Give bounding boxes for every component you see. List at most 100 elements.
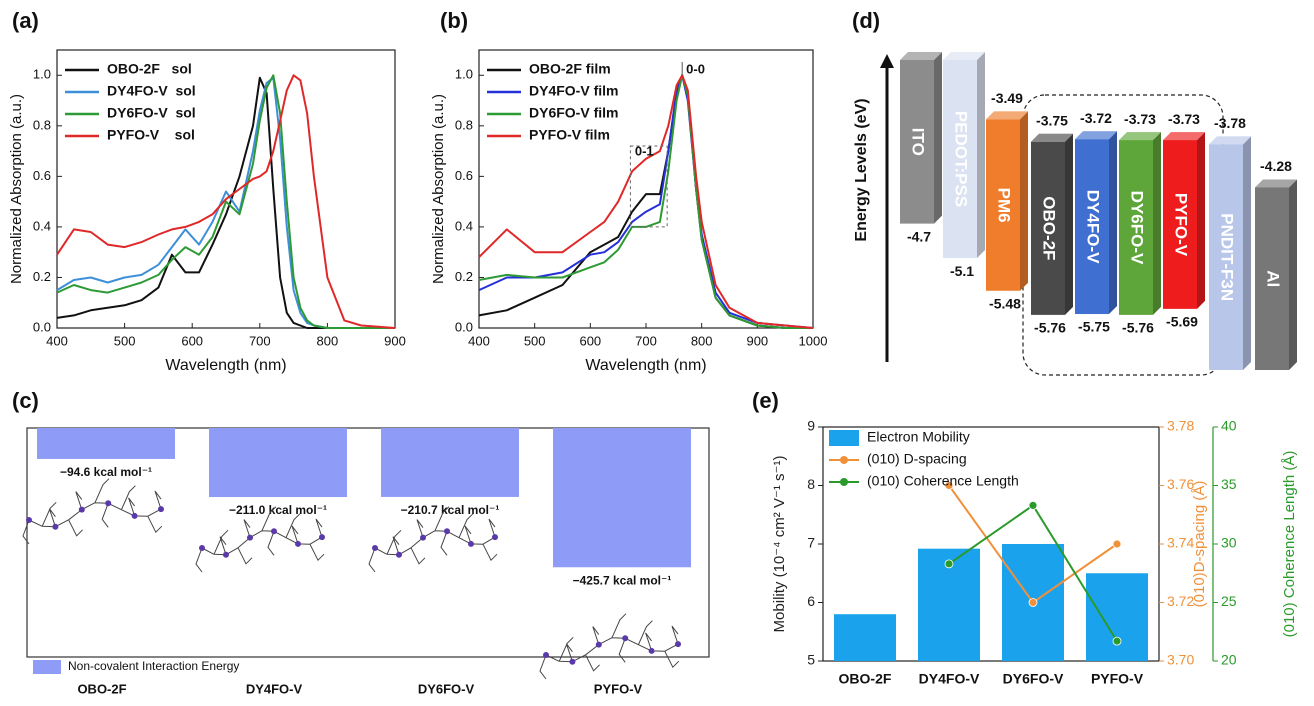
bar xyxy=(553,428,691,568)
level-label: -3.75 xyxy=(1036,113,1068,129)
x-axis-title: Wavelength (nm) xyxy=(165,357,286,374)
point xyxy=(944,481,954,490)
bar-top xyxy=(1075,131,1117,140)
spectrum-line xyxy=(478,74,813,329)
bar-side-shade xyxy=(1109,131,1117,315)
point xyxy=(1028,598,1038,607)
molecule-atom xyxy=(543,652,549,658)
bar-top-shade xyxy=(1075,131,1117,140)
axis-title: Mobility (10⁻⁴ cm² V⁻¹ s⁻¹) xyxy=(771,456,788,633)
bar xyxy=(834,614,896,661)
x-tick-label: 900 xyxy=(384,333,406,348)
level-label: -4.7 xyxy=(907,228,931,244)
molecule-atom xyxy=(158,506,164,513)
bar-top xyxy=(1255,179,1297,188)
bar-side xyxy=(1197,132,1205,309)
y-tick-label: 0.0 xyxy=(33,319,51,334)
y2-tick-label: 3.72 xyxy=(1167,593,1194,609)
bar-top-shade xyxy=(1163,132,1205,141)
energy-arrowhead xyxy=(880,54,894,68)
panel-label: (a) xyxy=(12,8,39,33)
y-tick-label: 0.6 xyxy=(455,168,473,183)
x-tick-label: 1000 xyxy=(799,333,828,348)
x-tick-label: 500 xyxy=(524,333,546,348)
material-label: PM6 xyxy=(995,188,1014,223)
point xyxy=(1028,500,1038,510)
molecule-atom xyxy=(444,528,450,535)
bar-top-shade xyxy=(1209,136,1251,145)
molecule-atom xyxy=(223,551,229,558)
x-tick-label: OBO-2F xyxy=(839,671,892,687)
material-label: DY6FO-V xyxy=(1128,191,1147,265)
bar-top xyxy=(986,111,1028,120)
material-label: DY4FO-V xyxy=(1084,190,1103,264)
axis-title: (010) Coherence Length (Å) xyxy=(1281,451,1298,638)
molecule-atom xyxy=(131,512,138,519)
bar xyxy=(381,428,519,497)
panel-label: (e) xyxy=(752,388,779,413)
molecule-atom xyxy=(648,647,655,654)
level-label: -3.49 xyxy=(991,90,1023,106)
y-tick-label: 0.4 xyxy=(455,218,473,233)
molecule-sketch xyxy=(368,506,498,573)
bar xyxy=(1086,573,1148,661)
x-tick-label: 400 xyxy=(468,333,490,348)
legend-label: OBO-2F sol xyxy=(107,61,192,77)
molecule-atom xyxy=(372,545,378,551)
legend-label: PYFO-V film xyxy=(529,127,610,143)
x-tick-label: 600 xyxy=(181,333,203,348)
molecule-atom xyxy=(622,635,629,642)
bar xyxy=(37,428,175,459)
y2-tick-label: 3.70 xyxy=(1167,652,1194,668)
point xyxy=(1112,636,1122,646)
bar-side xyxy=(1109,131,1117,315)
x-tick-label: 700 xyxy=(249,333,271,348)
x-tick-label: 500 xyxy=(114,333,136,348)
panel-label: (b) xyxy=(440,8,468,33)
y-tick-label: 0.6 xyxy=(33,168,51,183)
bar-side xyxy=(977,52,985,259)
legend-swatch xyxy=(33,660,61,674)
axis-title: (010)D-spacing (Å) xyxy=(1191,481,1208,608)
molecule-atom xyxy=(26,517,32,523)
energy-bar xyxy=(943,60,977,259)
level-label: -3.78 xyxy=(1214,115,1246,131)
spectrum-line xyxy=(478,74,814,329)
panel-c-frame xyxy=(26,427,710,658)
y-tick-label: 1.0 xyxy=(455,67,473,82)
level-label: -5.1 xyxy=(950,263,974,279)
molecule-atom xyxy=(319,534,325,541)
legend-marker xyxy=(840,478,848,486)
level-label: -5.48 xyxy=(989,295,1021,311)
y-tick-label: 0.8 xyxy=(33,117,51,132)
molecule-sketch xyxy=(195,506,325,573)
bar-side xyxy=(1020,111,1028,291)
y-tick-label: 5 xyxy=(807,652,815,668)
bar xyxy=(209,428,347,498)
energy-bar xyxy=(986,119,1020,291)
molecule-sketch xyxy=(539,613,680,680)
legend-label: DY6FO-V film xyxy=(529,105,618,121)
y-tick-label: 0.8 xyxy=(455,117,473,132)
level-label: -3.73 xyxy=(1124,111,1156,127)
x-tick-label: DY6FO-V xyxy=(1003,671,1064,687)
bar-side-shade xyxy=(934,52,942,224)
y-tick-label: 7 xyxy=(807,535,815,551)
energy-bar xyxy=(900,60,934,224)
energy-bar xyxy=(1031,141,1065,315)
category-label: OBO-2F xyxy=(77,681,126,696)
legend-label: Non-covalent Interaction Energy xyxy=(68,659,239,673)
legend-label: (010) D-spacing xyxy=(867,451,967,467)
y-tick-label: 6 xyxy=(807,593,815,609)
bar-side-shade xyxy=(1243,136,1251,370)
bar-top xyxy=(1163,132,1205,141)
y3-tick-label: 40 xyxy=(1221,418,1237,434)
legend-label: DY6FO-V sol xyxy=(107,105,196,121)
x-tick-label: 700 xyxy=(635,333,657,348)
molecule-atom xyxy=(78,506,85,513)
molecule-sketch xyxy=(22,478,163,545)
value-label: −94.6 kcal mol⁻¹ xyxy=(60,465,152,479)
y2-tick-label: 3.74 xyxy=(1167,535,1194,551)
bar-top xyxy=(943,52,985,60)
